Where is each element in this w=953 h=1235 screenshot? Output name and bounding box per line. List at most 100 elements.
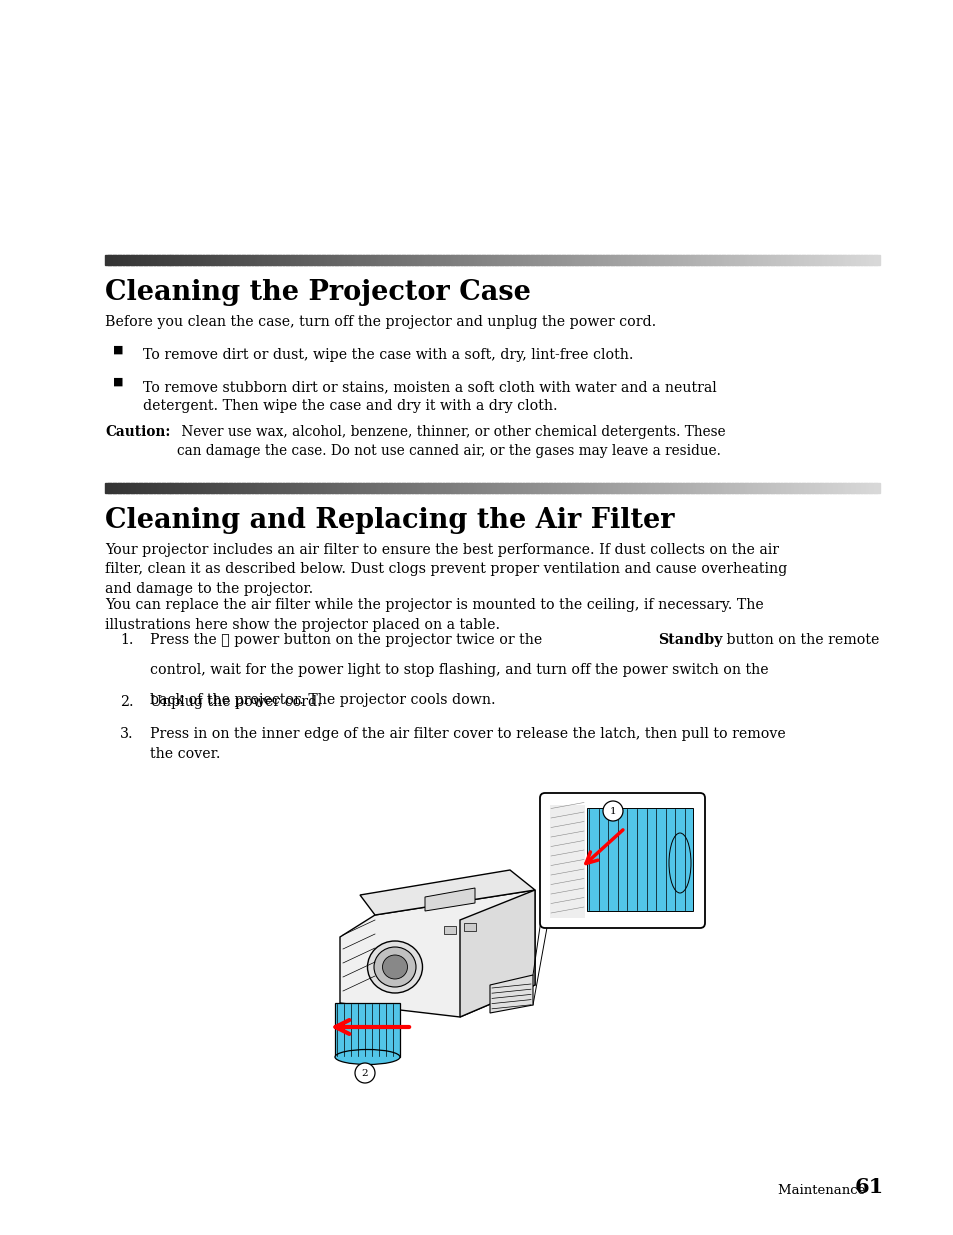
Bar [837, 254, 841, 266]
Bar [589, 254, 593, 266]
Bar [669, 483, 673, 493]
Bar [801, 254, 804, 266]
Bar [610, 483, 614, 493]
Bar [519, 254, 523, 266]
Bar [445, 254, 449, 266]
Bar [716, 483, 720, 493]
Bar [110, 483, 113, 493]
Bar [840, 483, 843, 493]
Bar [633, 254, 637, 266]
Bar [277, 254, 281, 266]
Bar [690, 254, 694, 266]
Bar [528, 483, 531, 493]
Bar [796, 254, 800, 266]
Bar [422, 483, 425, 493]
Bar [327, 483, 330, 493]
Bar [625, 483, 629, 493]
Text: Cleaning the Projector Case: Cleaning the Projector Case [105, 279, 530, 306]
Bar [398, 483, 402, 493]
Bar [510, 254, 513, 266]
Bar [280, 483, 284, 493]
Bar [416, 483, 420, 493]
Text: Press in on the inner edge of the air filter cover to release the latch, then pu: Press in on the inner edge of the air fi… [150, 727, 785, 761]
Bar [842, 483, 845, 493]
Bar [298, 254, 302, 266]
Bar [406, 483, 410, 493]
Bar [762, 254, 765, 266]
Bar [463, 923, 476, 931]
Bar [250, 483, 253, 493]
Bar [832, 254, 835, 266]
Bar [729, 483, 732, 493]
Bar [840, 254, 843, 266]
Bar [695, 254, 699, 266]
Bar [291, 254, 294, 266]
Bar [314, 483, 317, 493]
Bar [380, 254, 384, 266]
Bar [463, 254, 467, 266]
Bar [386, 254, 390, 266]
Bar [221, 483, 225, 493]
Bar [203, 483, 207, 493]
Bar [311, 254, 314, 266]
Bar [200, 483, 204, 493]
Bar [368, 254, 372, 266]
Bar [435, 254, 438, 266]
Bar [350, 254, 354, 266]
Bar [123, 254, 127, 266]
Bar [474, 483, 477, 493]
Bar [497, 483, 500, 493]
Bar [301, 254, 304, 266]
Bar [850, 254, 853, 266]
Bar [484, 483, 487, 493]
Bar [858, 483, 862, 493]
Bar [543, 483, 547, 493]
Bar [345, 483, 348, 493]
Bar [690, 483, 694, 493]
Text: 61: 61 [854, 1177, 883, 1197]
Bar [752, 254, 756, 266]
Bar [185, 254, 189, 266]
Bar [739, 483, 742, 493]
Bar [146, 254, 150, 266]
Bar [391, 254, 395, 266]
Bar [321, 254, 325, 266]
Text: Caution:: Caution: [105, 425, 171, 438]
Bar [450, 254, 454, 266]
Text: To remove dirt or dust, wipe the case with a soft, dry, lint-free cloth.: To remove dirt or dust, wipe the case wi… [143, 348, 633, 362]
Bar [515, 483, 518, 493]
Bar [519, 483, 523, 493]
Bar [581, 483, 585, 493]
Bar [682, 254, 686, 266]
Bar [215, 254, 219, 266]
Bar [512, 483, 516, 493]
Bar [803, 254, 807, 266]
Bar [329, 254, 333, 266]
Bar [179, 254, 183, 266]
Bar [819, 254, 822, 266]
Bar [592, 254, 596, 266]
Bar [335, 254, 338, 266]
Bar [419, 483, 423, 493]
Bar [283, 254, 286, 266]
Bar [713, 483, 717, 493]
Bar [592, 483, 596, 493]
Bar [319, 483, 322, 493]
Bar [179, 483, 183, 493]
Bar [324, 483, 328, 493]
Bar [474, 254, 477, 266]
Bar [536, 254, 538, 266]
Bar [442, 254, 446, 266]
Bar [301, 483, 304, 493]
Bar [156, 483, 160, 493]
Bar [211, 254, 214, 266]
Bar [293, 483, 296, 493]
Bar [170, 483, 172, 493]
Bar [398, 254, 402, 266]
Polygon shape [359, 869, 535, 915]
Bar [770, 254, 774, 266]
Bar [821, 483, 825, 493]
Bar [203, 254, 207, 266]
Bar [108, 254, 112, 266]
Bar [232, 483, 234, 493]
